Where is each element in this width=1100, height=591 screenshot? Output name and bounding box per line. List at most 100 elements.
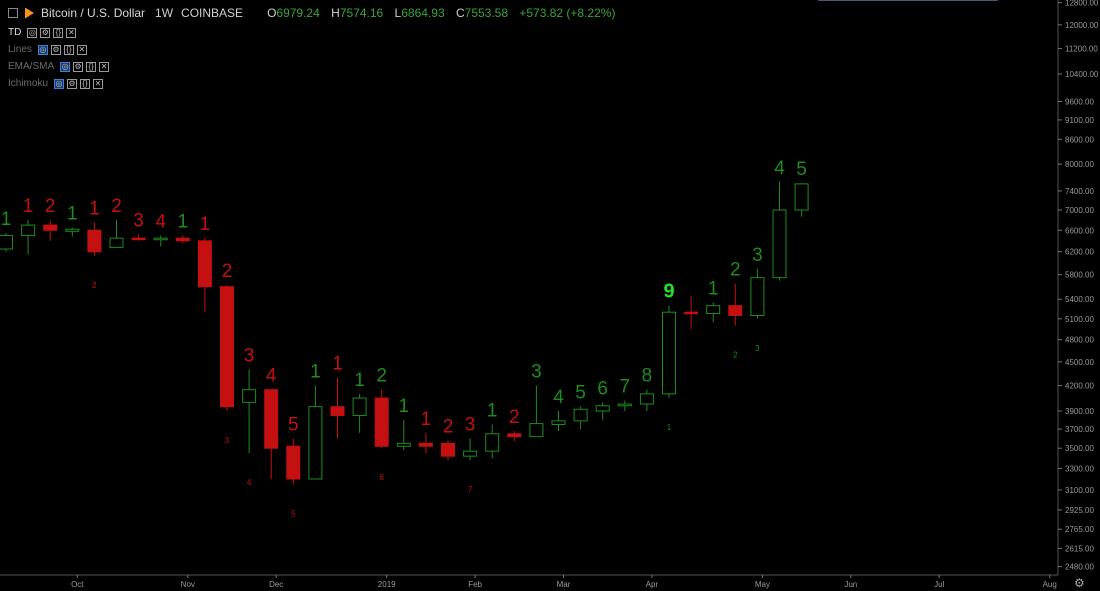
candle-body <box>441 442 455 457</box>
source-icon[interactable]: {} <box>80 78 91 89</box>
eye-icon[interactable]: ◎ <box>54 78 65 89</box>
x-tick-label: 2019 <box>378 580 396 589</box>
low-label: L <box>394 6 402 20</box>
close-icon[interactable]: ✕ <box>66 27 77 38</box>
gear-icon[interactable]: ⚙ <box>1074 576 1085 590</box>
indicator-ema-sma[interactable]: EMA/SMA ◎ ⚙ {} ✕ <box>8 61 110 72</box>
collapse-icon[interactable] <box>8 8 18 18</box>
x-tick-label: Apr <box>646 580 659 589</box>
open-label: O <box>267 6 277 20</box>
candle-body <box>0 235 13 250</box>
td-setup-label: 4 <box>247 478 252 487</box>
y-tick-label: 5400.00 <box>1065 295 1094 304</box>
td-count-label: 1 <box>421 409 432 430</box>
indicator-name: TD <box>8 27 22 38</box>
symbol-name[interactable]: Bitcoin / U.S. Dollar <box>41 6 146 20</box>
ohlc-readout: O6979.24 H7574.16 L6864.93 C7553.58 +573… <box>267 6 615 20</box>
y-tick-label: 11200.00 <box>1065 45 1098 54</box>
eye-icon[interactable]: ◎ <box>37 44 48 55</box>
candle-body <box>794 183 809 211</box>
settings-icon[interactable]: ⚙ <box>73 61 84 72</box>
close-icon[interactable]: ✕ <box>93 78 104 89</box>
exchange[interactable]: COINBASE <box>181 6 244 20</box>
candle-body <box>463 450 478 457</box>
y-tick-label: 2615.00 <box>1065 544 1094 553</box>
td-count-label: 2 <box>376 366 387 387</box>
td-setup-label: 3 <box>225 436 230 445</box>
x-tick-label: Aug <box>1043 580 1057 589</box>
settings-icon[interactable]: ⚙ <box>50 44 61 55</box>
x-tick-label: Mar <box>557 580 571 589</box>
candle-body <box>330 406 345 416</box>
td-count-label: 6 <box>597 378 608 399</box>
y-tick-label: 9600.00 <box>1065 98 1094 107</box>
y-tick-label: 2480.00 <box>1065 563 1094 572</box>
open-value: 6979.24 <box>276 6 320 20</box>
eye-icon[interactable]: ◎ <box>27 27 38 38</box>
td-count-label: 2 <box>509 407 520 428</box>
td-count-label: 1 <box>487 401 498 422</box>
y-tick-label: 7400.00 <box>1065 187 1094 196</box>
settings-icon[interactable]: ⚙ <box>40 27 51 38</box>
close-icon[interactable]: ✕ <box>99 61 110 72</box>
indicator-name: Ichimoku <box>8 78 49 89</box>
candle-body <box>175 237 190 242</box>
td-count-label: 2 <box>111 196 122 217</box>
indicator-ichimoku[interactable]: Ichimoku ◎ ⚙ {} ✕ <box>8 78 104 89</box>
x-tick-label: Jul <box>934 580 944 589</box>
td-setup-label: 6 <box>379 473 384 482</box>
td-count-label: 5 <box>796 159 807 180</box>
candle-body <box>551 420 566 426</box>
td-count-label: 3 <box>133 210 144 231</box>
close-value: 7553.58 <box>464 6 509 20</box>
candle-body <box>220 286 234 408</box>
td-count-label: 1 <box>23 196 34 217</box>
td-count-label: 1 <box>178 212 189 233</box>
low-value: 6864.93 <box>401 6 445 20</box>
td-count-label: 4 <box>774 158 785 179</box>
source-icon[interactable]: {} <box>53 27 64 38</box>
td-setup-label: 1 <box>667 423 672 432</box>
candle-body <box>197 240 212 288</box>
y-tick-label: 6600.00 <box>1065 226 1094 235</box>
interval[interactable]: 1W <box>155 6 174 20</box>
x-tick-label: Feb <box>468 580 482 589</box>
change-value: +573.82 (+8.22%) <box>519 6 616 20</box>
td-setup-label: 2 <box>733 351 738 360</box>
td-setup-label: 7 <box>468 485 473 494</box>
x-tick-label: Oct <box>71 580 84 589</box>
close-icon[interactable]: ✕ <box>76 44 87 55</box>
y-tick-label: 8000.00 <box>1065 160 1094 169</box>
indicator-td[interactable]: TD ◎ ⚙ {} ✕ <box>8 27 77 38</box>
source-icon[interactable]: {} <box>86 61 97 72</box>
y-tick-label: 5100.00 <box>1065 315 1094 324</box>
candle-body <box>264 389 279 449</box>
settings-icon[interactable]: ⚙ <box>67 78 78 89</box>
candle-body <box>662 311 676 395</box>
td-count-label: 1 <box>200 214 211 235</box>
candles-layer <box>0 181 809 485</box>
y-tick-label: 5800.00 <box>1065 271 1094 280</box>
indicator-lines[interactable]: Lines ◎ ⚙ {} ✕ <box>8 44 87 55</box>
candle-body <box>109 237 124 248</box>
y-tick-label: 3700.00 <box>1065 425 1094 434</box>
indicator-name: EMA/SMA <box>8 61 55 72</box>
candle-body <box>529 423 544 438</box>
y-tick-label: 7000.00 <box>1065 206 1094 215</box>
candle-body <box>639 393 654 405</box>
candle-body <box>87 229 102 253</box>
candle-body <box>706 305 721 315</box>
y-tick-label: 6200.00 <box>1065 248 1094 257</box>
td-count-label: 1 <box>89 199 100 220</box>
high-label: H <box>331 6 340 20</box>
candle-body <box>374 397 389 447</box>
td-count-label: 4 <box>155 212 166 233</box>
td-count-label: 4 <box>553 387 564 408</box>
y-tick-label: 4800.00 <box>1065 336 1094 345</box>
eye-icon[interactable]: ◎ <box>60 61 71 72</box>
candle-body <box>507 433 522 438</box>
y-tick-label: 4200.00 <box>1065 382 1094 391</box>
source-icon[interactable]: {} <box>63 44 74 55</box>
